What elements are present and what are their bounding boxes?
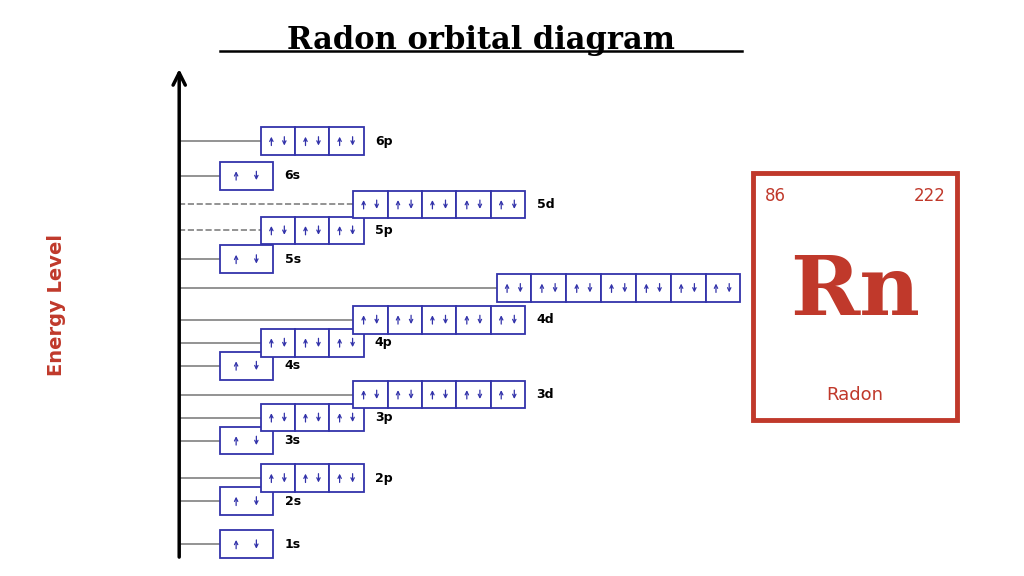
Bar [295,329,330,357]
Bar [261,464,295,492]
Bar [566,274,601,302]
Text: 2p: 2p [375,472,392,484]
Bar [457,191,490,218]
Bar [220,530,273,558]
Text: 3d: 3d [537,388,554,401]
Bar [330,464,364,492]
Bar [261,127,295,155]
Bar [220,427,273,454]
Bar [330,404,364,431]
Bar [295,217,330,244]
Text: 1s: 1s [285,538,301,551]
Text: Energy Level: Energy Level [47,234,66,376]
Bar [601,274,636,302]
Bar [330,329,364,357]
Bar [422,381,457,408]
Bar [330,127,364,155]
Bar [490,381,525,408]
Bar [636,274,671,302]
Bar [220,245,273,273]
Bar [261,404,295,431]
Bar [295,464,330,492]
Text: 86: 86 [765,187,786,205]
Text: 5p: 5p [375,224,392,237]
Bar [706,274,740,302]
Bar [490,306,525,334]
Text: 222: 222 [913,187,945,205]
Bar [353,306,388,334]
Bar [388,306,422,334]
Bar [490,191,525,218]
Bar [330,217,364,244]
Bar [457,306,490,334]
Bar [353,381,388,408]
Text: 4p: 4p [375,336,392,349]
Bar [353,191,388,218]
Bar [295,404,330,431]
Bar [388,191,422,218]
Bar [422,306,457,334]
Bar [753,173,957,420]
Text: 6p: 6p [375,135,392,147]
Bar [531,274,566,302]
Text: 4d: 4d [537,313,554,326]
Bar [295,127,330,155]
Bar [388,381,422,408]
Text: 4f: 4f [752,282,766,294]
Text: 2s: 2s [285,495,301,507]
Text: Radon orbital diagram: Radon orbital diagram [288,25,675,56]
Bar [671,274,706,302]
Bar [457,381,490,408]
Bar [497,274,531,302]
Bar [220,487,273,515]
Bar [220,162,273,190]
Text: 6s: 6s [285,169,301,182]
Bar [261,217,295,244]
Text: 3p: 3p [375,411,392,424]
Text: Rn: Rn [791,252,920,332]
Text: 4s: 4s [285,359,301,372]
Bar [261,329,295,357]
Text: Radon: Radon [826,385,884,404]
Bar [220,352,273,380]
Text: 5s: 5s [285,253,301,266]
Text: 3s: 3s [285,434,301,447]
Text: 5d: 5d [537,198,554,211]
Bar [422,191,457,218]
